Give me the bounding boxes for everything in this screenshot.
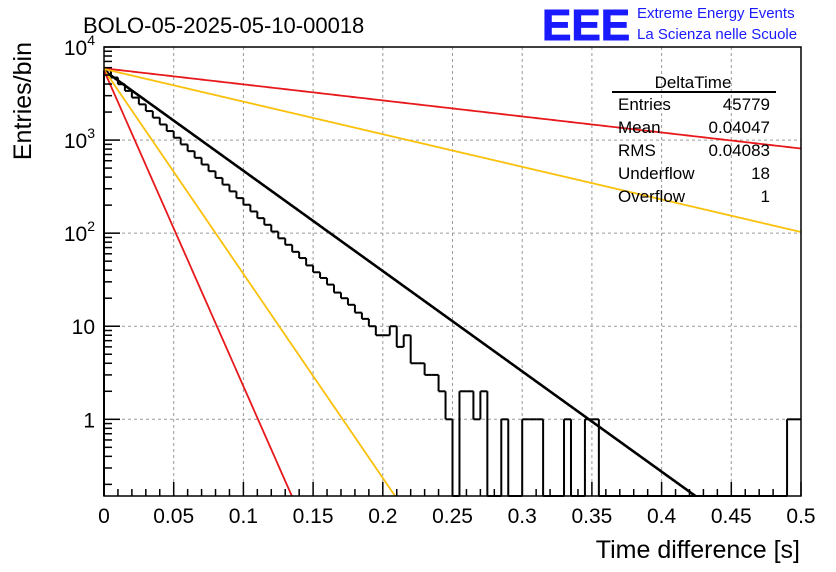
- x-tick-label-10: 0.5: [786, 505, 815, 528]
- y-tick-label-1: 10: [72, 316, 95, 339]
- stats-value-2: 0.04083: [709, 141, 770, 160]
- y-tick-label-4: 104: [64, 32, 95, 60]
- stats-label-4: Overflow: [618, 187, 686, 206]
- y-tick-label-0: 1: [83, 409, 95, 432]
- stats-title: DeltaTime: [655, 73, 732, 92]
- x-tick-label-4: 0.2: [368, 505, 397, 528]
- y-tick-label-3: 103: [64, 125, 95, 153]
- x-tick-label-5: 0.25: [432, 505, 473, 528]
- eee-logo: EEE Extreme Energy Events La Scienza nel…: [542, 1, 798, 51]
- fit-curves: [103, 67, 802, 498]
- x-axis-title: Time difference [s]: [596, 536, 800, 564]
- chart-title: BOLO-05-2025-05-10-00018: [83, 13, 364, 38]
- fit-curve-3: [103, 69, 396, 497]
- x-tick-label-9: 0.45: [711, 505, 752, 528]
- logo-line1: Extreme Energy Events: [637, 5, 795, 22]
- stats-label-0: Entries: [618, 95, 671, 114]
- stats-value-1: 0.04047: [709, 118, 770, 137]
- stats-label-2: RMS: [618, 141, 656, 160]
- x-tick-label-1: 0.05: [153, 505, 194, 528]
- stats-box: DeltaTime Entries 45779 Mean 0.04047 RMS 0.04…: [612, 73, 776, 206]
- stats-value-0: 45779: [723, 95, 770, 114]
- y-axis-title: Entries/bin: [9, 42, 37, 160]
- logo-line2: La Scienza nelle Scuole: [637, 26, 797, 43]
- fit-curve-4: [103, 70, 293, 497]
- stats-label-3: Underflow: [618, 164, 695, 183]
- fit-curve-0: [103, 69, 697, 498]
- x-tick-label-8: 0.4: [647, 505, 677, 528]
- stats-value-4: 1: [761, 187, 770, 206]
- stats-label-1: Mean: [618, 118, 661, 137]
- logo-mark: EEE: [542, 1, 630, 50]
- y-tick-label-2: 102: [64, 218, 95, 246]
- x-tick-label-6: 0.3: [508, 505, 537, 528]
- fit-curve-2: [103, 68, 802, 233]
- x-tick-label-3: 0.15: [293, 505, 334, 528]
- x-tick-label-2: 0.1: [229, 505, 258, 528]
- fit-curve-1: [103, 67, 802, 150]
- x-tick-label-7: 0.35: [571, 505, 612, 528]
- grid-lines: [104, 47, 801, 496]
- stats-value-3: 18: [751, 164, 770, 183]
- x-tick-label-0: 0: [98, 505, 110, 528]
- axis-ticks: 0 0.05 0.1 0.15 0.2 0.25 0.3 0.35 0.4 0.45 0.5 1 10 1…: [64, 32, 816, 528]
